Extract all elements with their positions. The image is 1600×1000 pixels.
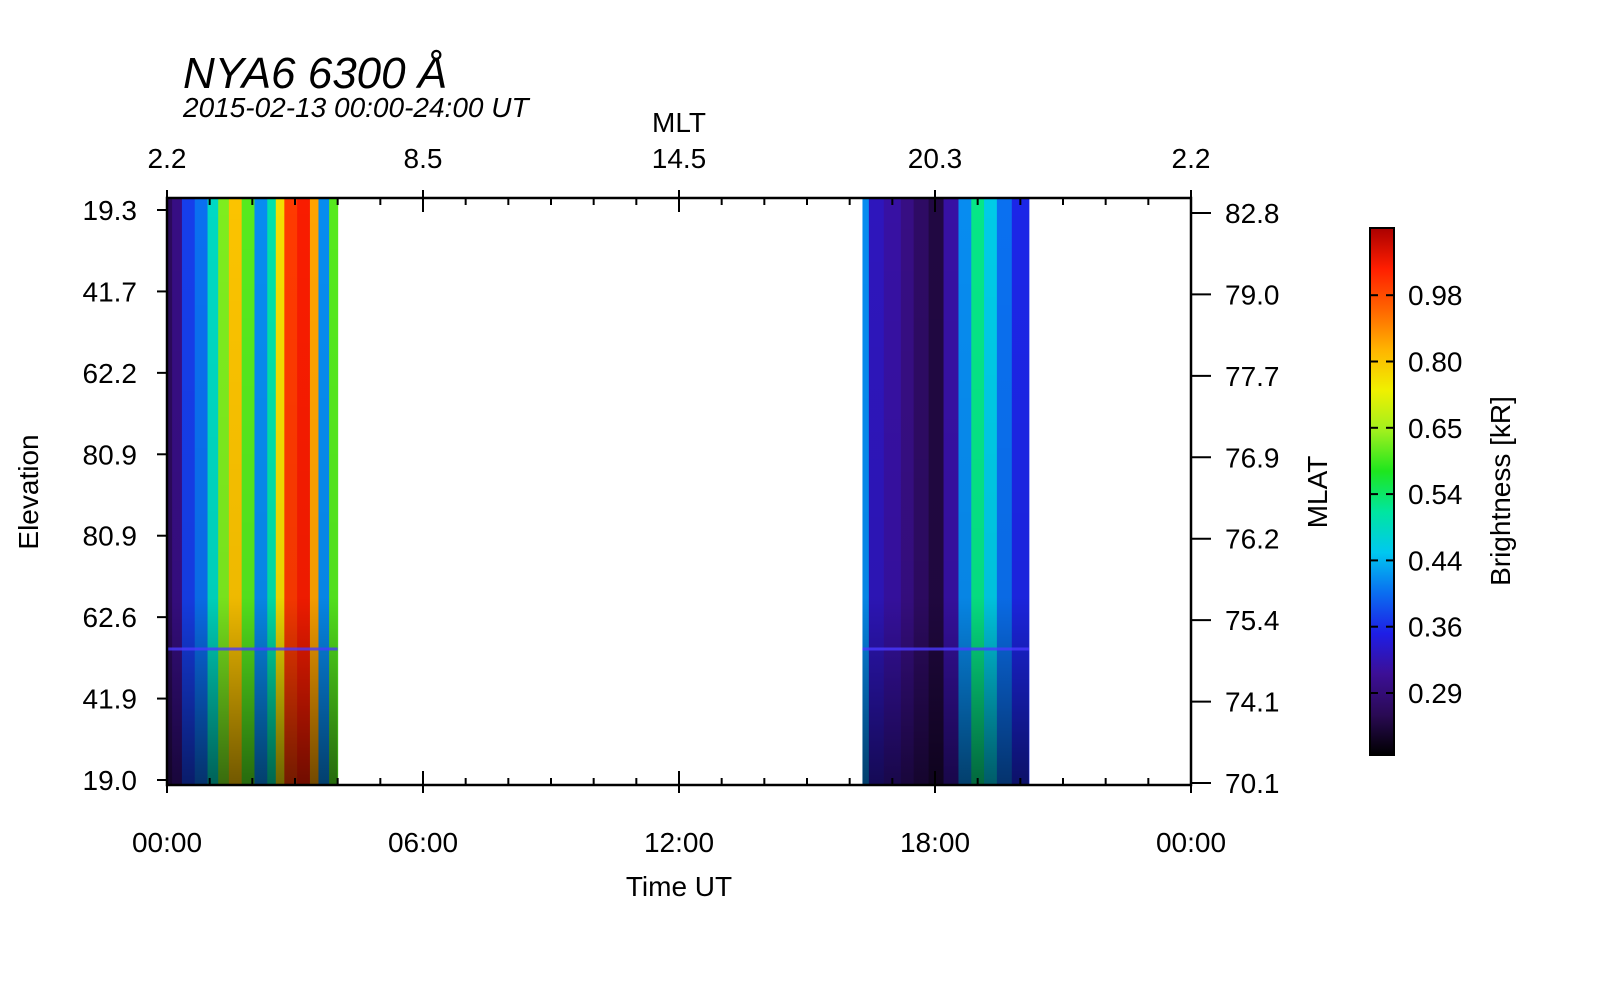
- mlat-tick-label: 82.8: [1225, 198, 1280, 229]
- colorbar-tick-label: 0.98: [1408, 280, 1463, 311]
- mlt-tick-label: 2.2: [148, 143, 187, 174]
- mlt-tick-label: 8.5: [404, 143, 443, 174]
- heatmap-shading-0: [167, 198, 338, 785]
- mlat-tick-label: 74.1: [1225, 687, 1280, 718]
- x-axis-label: Time UT: [626, 871, 732, 902]
- colorbar-tick-label: 0.29: [1408, 678, 1463, 709]
- y-tick-label: 19.3: [83, 195, 138, 226]
- chart-subtitle: 2015-02-13 00:00-24:00 UT: [182, 92, 530, 123]
- y-axis-label: Elevation: [13, 434, 44, 549]
- x-tick-label: 06:00: [388, 827, 458, 858]
- plot-area: [167, 198, 1030, 785]
- y-tick-label: 19.0: [83, 765, 138, 796]
- y-tick-label: 80.9: [83, 521, 138, 552]
- x-tick-label: 00:00: [132, 827, 202, 858]
- mlat-tick-label: 79.0: [1225, 279, 1280, 310]
- mlat-tick-label: 76.2: [1225, 524, 1280, 555]
- colorbar-tick-label: 0.80: [1408, 347, 1463, 378]
- y-tick-label: 80.9: [83, 439, 138, 470]
- colorbar-label: Brightness [kR]: [1485, 396, 1516, 586]
- x-tick-label: 18:00: [900, 827, 970, 858]
- colorbar-tick-label: 0.36: [1408, 612, 1463, 643]
- mlat-tick-label: 76.9: [1225, 442, 1280, 473]
- mlat-tick-label: 75.4: [1225, 605, 1280, 636]
- colorbar-tick-label: 0.54: [1408, 479, 1463, 510]
- y-tick-label: 62.2: [83, 358, 138, 389]
- mlt-tick-label: 20.3: [908, 143, 963, 174]
- right-axis-label: MLAT: [1302, 456, 1333, 529]
- y-tick-label: 41.7: [83, 276, 138, 307]
- colorbar: [1369, 227, 1395, 756]
- mlat-tick-label: 70.1: [1225, 768, 1280, 799]
- mlt-tick-label: 14.5: [652, 143, 707, 174]
- chart-title: NYA6 6300 Å: [183, 49, 447, 98]
- colorbar-tick-label: 0.65: [1408, 413, 1463, 444]
- colorbar-ticks: 0.29 0.36 0.44 0.54 0.65 0.80 0.98: [1370, 280, 1463, 709]
- heatmap-shading-1: [862, 198, 1029, 785]
- axis-ticks: 00:00 06:00 12:00 18:00 00:00 2.2 8.5 14.5 20.3 2…: [83, 143, 1280, 858]
- y-tick-label: 41.9: [83, 684, 138, 715]
- x-tick-label: 00:00: [1156, 827, 1226, 858]
- x-tick-label: 12:00: [644, 827, 714, 858]
- mlt-tick-label: 2.2: [1172, 143, 1211, 174]
- y-tick-label: 62.6: [83, 602, 138, 633]
- top-axis-label: MLT: [652, 107, 706, 138]
- mlat-tick-label: 77.7: [1225, 361, 1280, 392]
- colorbar-tick-label: 0.44: [1408, 545, 1463, 576]
